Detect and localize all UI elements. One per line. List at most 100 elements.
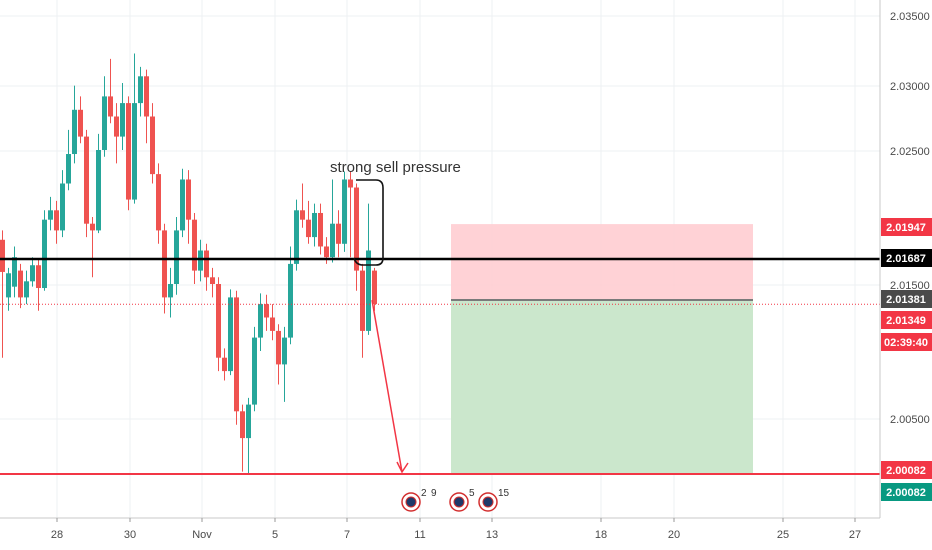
candle-body bbox=[138, 76, 143, 104]
candle-body bbox=[306, 219, 311, 238]
price-tag-label: 2.00082 bbox=[886, 487, 926, 499]
event-marker[interactable]: 15 bbox=[478, 488, 510, 512]
candle-body bbox=[330, 223, 335, 258]
candle-body bbox=[264, 304, 269, 318]
event-markers: 2 9 5 15 bbox=[401, 488, 510, 512]
candle-body bbox=[96, 150, 101, 231]
price-tick-label: 2.00500 bbox=[890, 414, 930, 426]
price-tag-label: 2.00082 bbox=[886, 465, 926, 477]
candle-body bbox=[24, 281, 29, 298]
price-tag-bg bbox=[881, 461, 932, 479]
candle-body bbox=[126, 103, 131, 200]
price-tag: 02:39:40 bbox=[881, 333, 932, 351]
flag-center-icon bbox=[405, 496, 417, 508]
time-tick-label: 13 bbox=[486, 529, 498, 541]
price-tag-bg bbox=[881, 483, 932, 501]
candle-body bbox=[348, 179, 353, 188]
candle-body bbox=[0, 239, 5, 272]
candle-body bbox=[240, 411, 245, 439]
candle-body bbox=[18, 270, 23, 298]
price-tag-label: 02:39:40 bbox=[884, 337, 928, 349]
candle-body bbox=[210, 277, 215, 284]
candle-body bbox=[360, 270, 365, 331]
price-tick-label: 2.02500 bbox=[890, 146, 930, 158]
candle-body bbox=[180, 179, 185, 231]
candle-body bbox=[258, 304, 263, 338]
candle-body bbox=[198, 250, 203, 271]
candle-body bbox=[366, 250, 371, 331]
flag-center-icon bbox=[453, 496, 465, 508]
event-extra: 5 bbox=[469, 488, 475, 499]
candle-body bbox=[36, 265, 41, 289]
candle-body bbox=[54, 210, 59, 231]
candle-body bbox=[30, 265, 35, 282]
candle-body bbox=[66, 154, 71, 184]
candle-body bbox=[234, 297, 239, 412]
down-arrow[interactable] bbox=[371, 299, 409, 474]
time-tick-label: 7 bbox=[344, 529, 350, 541]
candle-body bbox=[216, 284, 221, 358]
price-tick-label: 2.03500 bbox=[890, 11, 930, 23]
candle-body bbox=[252, 337, 257, 405]
price-tag-bg bbox=[881, 218, 932, 236]
candle-body bbox=[186, 179, 191, 220]
annotation-text[interactable]: strong sell pressure bbox=[330, 159, 461, 176]
candle-body bbox=[102, 96, 107, 150]
candle-body bbox=[192, 219, 197, 271]
time-tick-label: 27 bbox=[849, 529, 861, 541]
candle-body bbox=[72, 109, 77, 155]
price-tick-label: 2.03000 bbox=[890, 81, 930, 93]
candle-body bbox=[78, 109, 83, 137]
candle-body bbox=[162, 230, 167, 298]
time-tick-label: 25 bbox=[777, 529, 789, 541]
candle-body bbox=[42, 219, 47, 289]
price-tag: 2.00082 bbox=[881, 461, 932, 479]
candle-body bbox=[294, 210, 299, 264]
price-tick-label: 2.01500 bbox=[890, 280, 930, 292]
candle-body bbox=[12, 257, 17, 287]
price-tags: 2.01947 2.01687 2.01381 2.01349 02:39:40 2.00… bbox=[881, 218, 932, 501]
price-tag: 2.00082 bbox=[881, 483, 932, 501]
candle-body bbox=[270, 317, 275, 331]
flag-center-icon bbox=[482, 496, 494, 508]
price-tag-label: 2.01381 bbox=[886, 294, 926, 306]
price-tag: 2.01349 bbox=[881, 311, 932, 329]
event-extra: 15 bbox=[498, 488, 510, 499]
candle-body bbox=[276, 330, 281, 365]
event-marker[interactable]: 5 bbox=[449, 488, 475, 512]
candle-body bbox=[300, 210, 305, 220]
candle-body bbox=[318, 212, 323, 247]
candle-body bbox=[372, 270, 377, 305]
candle-body bbox=[132, 103, 137, 200]
candle-body bbox=[6, 273, 11, 298]
time-axis-ticks: 28 30 Nov 5 7 11 13 18 20 25 27 bbox=[51, 518, 861, 541]
price-tag-bg bbox=[881, 249, 932, 267]
time-tick-label: 5 bbox=[272, 529, 278, 541]
candle-body bbox=[354, 187, 359, 271]
candle-body bbox=[174, 230, 179, 284]
time-tick-label: 28 bbox=[51, 529, 63, 541]
stop-loss-zone[interactable] bbox=[451, 224, 753, 300]
candle-body bbox=[336, 223, 341, 244]
event-extra: 9 bbox=[431, 488, 437, 499]
annotation-bracket[interactable] bbox=[353, 179, 384, 266]
price-tag-bg bbox=[881, 311, 932, 329]
time-tick-label: 20 bbox=[668, 529, 680, 541]
candle-body bbox=[156, 174, 161, 231]
time-tick-label: 18 bbox=[595, 529, 607, 541]
take-profit-zone[interactable] bbox=[451, 299, 753, 475]
time-axis[interactable] bbox=[0, 518, 932, 550]
candle-body bbox=[60, 183, 65, 231]
time-tick-label: 30 bbox=[124, 529, 136, 541]
price-tag-label: 2.01687 bbox=[886, 253, 926, 265]
price-tag-bg bbox=[881, 333, 932, 351]
candle-body bbox=[342, 179, 347, 244]
candle-body bbox=[144, 76, 149, 117]
candle-body bbox=[48, 210, 53, 220]
price-axis-ticks: 2.03500 2.03000 2.02500 2.01500 2.00500 bbox=[890, 11, 930, 426]
candle-body bbox=[288, 263, 293, 338]
candle-body bbox=[84, 136, 89, 224]
candles bbox=[0, 53, 377, 475]
price-tag: 2.01947 bbox=[881, 218, 932, 236]
